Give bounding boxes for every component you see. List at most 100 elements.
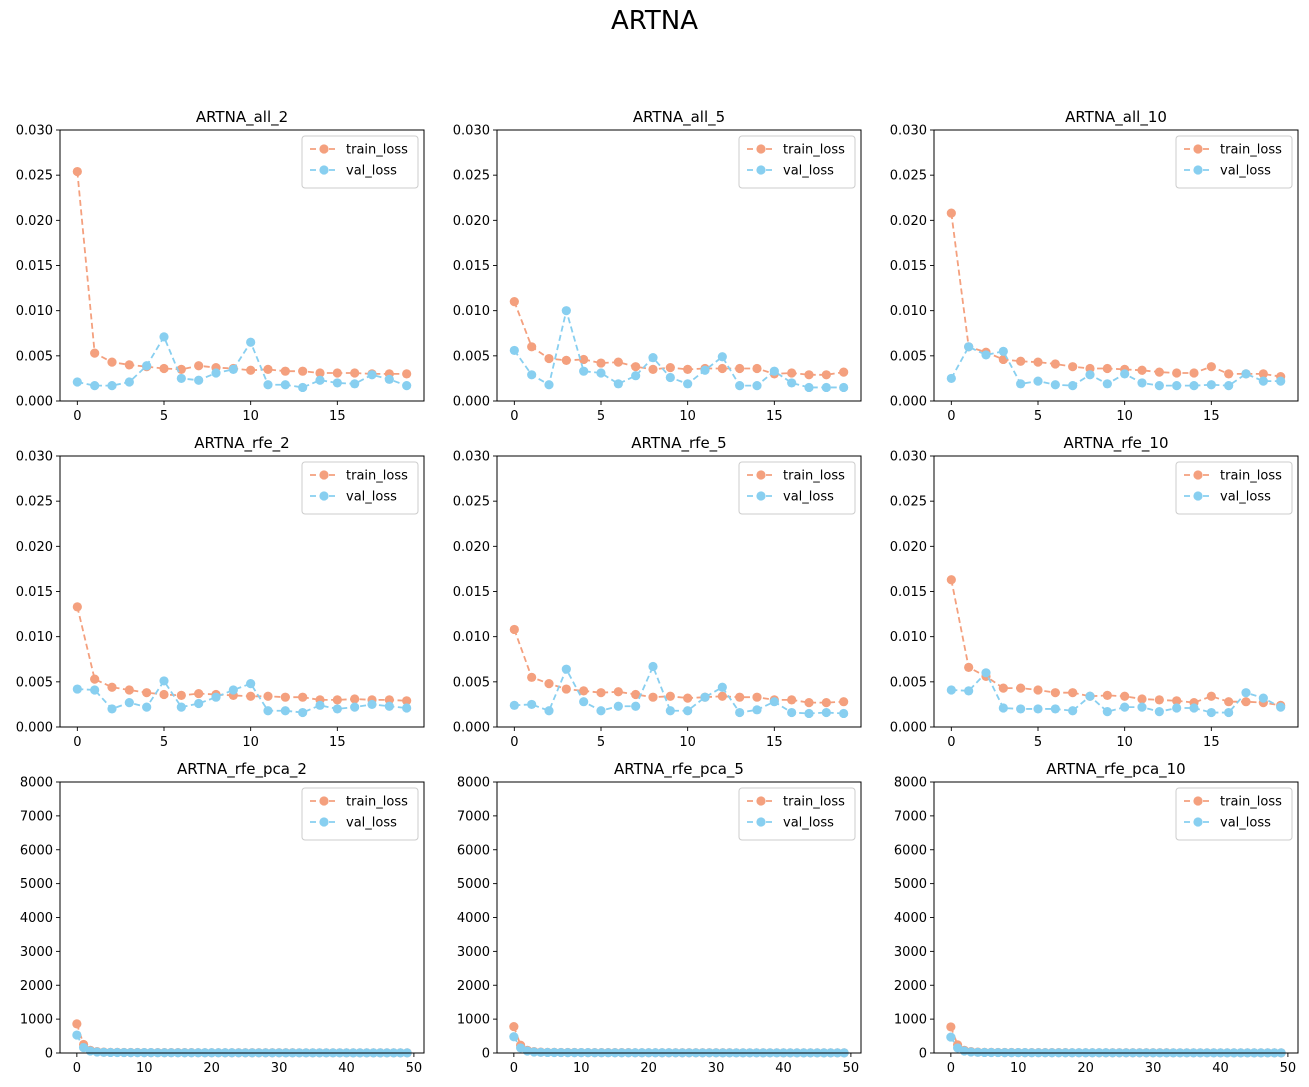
axes-frame <box>496 129 862 402</box>
data-point-train_loss <box>735 692 745 702</box>
y-tick-label: 0.005 <box>453 675 490 690</box>
data-point-train_loss <box>1068 688 1078 698</box>
legend-label-val_loss: val_loss <box>1220 490 1271 505</box>
data-point-val_loss <box>1068 381 1078 391</box>
data-point-train_loss <box>527 672 537 682</box>
legend-marker-val_loss <box>756 165 766 175</box>
y-tick-label: 0.010 <box>16 630 53 645</box>
y-tick-label: 0.005 <box>890 675 927 690</box>
data-point-val_loss <box>280 380 290 390</box>
data-point-val_loss <box>542 1047 553 1058</box>
subplot-ARTNA_rfe_pca_2: ARTNA_rfe_pca_2 0 1000 2000 3000 4000 5000 6000… <box>20 760 425 1076</box>
x-tick-label: 10 <box>679 735 696 750</box>
data-point-val_loss <box>194 375 204 385</box>
data-point-val_loss <box>246 337 256 347</box>
y-tick-label: 0 <box>482 1047 490 1062</box>
y-tick-label: 0.015 <box>890 259 927 274</box>
legend-marker-train_loss <box>319 144 329 154</box>
data-point-train_loss <box>946 1022 956 1032</box>
y-tick-label: 0.010 <box>453 630 490 645</box>
data-point-val_loss <box>596 706 606 716</box>
data-point-train_loss <box>90 674 100 684</box>
legend-marker-train_loss <box>756 470 766 480</box>
data-point-val_loss <box>821 707 831 718</box>
data-point-train_loss <box>839 367 849 377</box>
x-tick-label: 10 <box>1010 1061 1027 1076</box>
data-point-train_loss <box>631 689 641 700</box>
data-point-val_loss <box>211 368 221 378</box>
y-tick-label: 4000 <box>894 911 927 926</box>
y-tick-label: 8000 <box>20 776 53 791</box>
data-point-train_loss <box>561 684 571 694</box>
x-tick-label: 5 <box>160 735 168 750</box>
data-point-train_loss <box>1068 362 1078 372</box>
y-tick-label: 7000 <box>457 809 490 824</box>
data-point-val_loss <box>509 1032 519 1042</box>
subplot-title: ARTNA_rfe_pca_5 <box>614 760 744 779</box>
y-tick-label: 0.020 <box>16 214 53 229</box>
axes-frame <box>59 455 425 728</box>
data-point-val_loss <box>1085 370 1095 380</box>
data-point-val_loss <box>717 352 727 362</box>
data-point-val_loss <box>1050 380 1060 390</box>
data-point-val_loss <box>142 361 152 371</box>
data-point-val_loss <box>107 704 117 714</box>
y-tick-label: 4000 <box>20 911 53 926</box>
data-point-train_loss <box>298 692 308 702</box>
x-tick-label: 15 <box>329 735 346 750</box>
data-point-val_loss <box>579 697 589 707</box>
data-point-val_loss <box>683 706 693 716</box>
subplot-ARTNA_all_10: ARTNA_all_10 0.000 0.005 0.010 0.015 0.020 0.0… <box>890 108 1299 424</box>
data-point-val_loss <box>99 1047 109 1057</box>
data-point-train_loss <box>1224 697 1234 707</box>
y-tick-label: 0.010 <box>16 304 53 319</box>
data-point-train_loss <box>946 575 956 585</box>
data-point-train_loss <box>804 370 814 380</box>
y-tick-label: 0.005 <box>16 349 53 364</box>
y-tick-label: 0.025 <box>16 169 53 184</box>
data-point-train_loss <box>402 696 412 706</box>
y-tick-label: 0.020 <box>453 540 490 555</box>
x-tick-label: 5 <box>597 409 605 424</box>
x-tick-label: 0 <box>947 1061 955 1076</box>
subplot-title: ARTNA_rfe_pca_2 <box>177 760 307 779</box>
data-point-train_loss <box>648 364 658 374</box>
x-tick-label: 10 <box>242 409 259 424</box>
data-point-val_loss <box>613 701 623 711</box>
legend-label-val_loss: val_loss <box>346 490 397 505</box>
data-point-val_loss <box>1276 702 1286 712</box>
legend-label-train_loss: train_loss <box>1220 143 1282 158</box>
data-point-train_loss <box>315 368 325 378</box>
data-point-val_loss <box>1241 688 1251 698</box>
y-tick-label: 0.015 <box>16 259 53 274</box>
x-tick-label: 5 <box>597 735 605 750</box>
data-point-val_loss <box>228 685 238 695</box>
y-tick-label: 0.030 <box>453 124 490 139</box>
data-point-val_loss <box>280 706 290 716</box>
legend: train_loss val_loss <box>738 135 856 189</box>
data-point-val_loss <box>1068 706 1078 716</box>
data-point-train_loss <box>1258 369 1268 379</box>
y-tick-label: 0.025 <box>890 169 927 184</box>
y-tick-label: 6000 <box>894 843 927 858</box>
legend-label-train_loss: train_loss <box>346 469 408 484</box>
data-point-train_loss <box>544 353 554 364</box>
data-point-val_loss <box>124 377 134 387</box>
subplot-ARTNA_rfe_10: ARTNA_rfe_10 0.000 0.005 0.010 0.015 0.020 0.0… <box>890 434 1299 750</box>
data-point-val_loss <box>787 378 797 388</box>
data-point-val_loss <box>72 684 82 694</box>
x-tick-label: 40 <box>1212 1061 1229 1076</box>
data-point-train_loss <box>402 369 412 379</box>
data-point-train_loss <box>72 602 82 612</box>
y-tick-label: 0.030 <box>890 450 927 465</box>
data-point-val_loss <box>1206 380 1216 390</box>
data-point-val_loss <box>159 332 169 342</box>
data-point-val_loss <box>509 700 519 710</box>
subplot-ARTNA_rfe_2: ARTNA_rfe_2 0.000 0.005 0.010 0.015 0.020 0.02… <box>16 434 425 750</box>
data-point-train_loss <box>613 357 623 367</box>
y-tick-label: 3000 <box>20 945 53 960</box>
data-point-val_loss <box>159 676 169 686</box>
data-point-train_loss <box>1102 363 1112 374</box>
legend: train_loss val_loss <box>1175 787 1293 841</box>
data-point-train_loss <box>1137 694 1147 704</box>
